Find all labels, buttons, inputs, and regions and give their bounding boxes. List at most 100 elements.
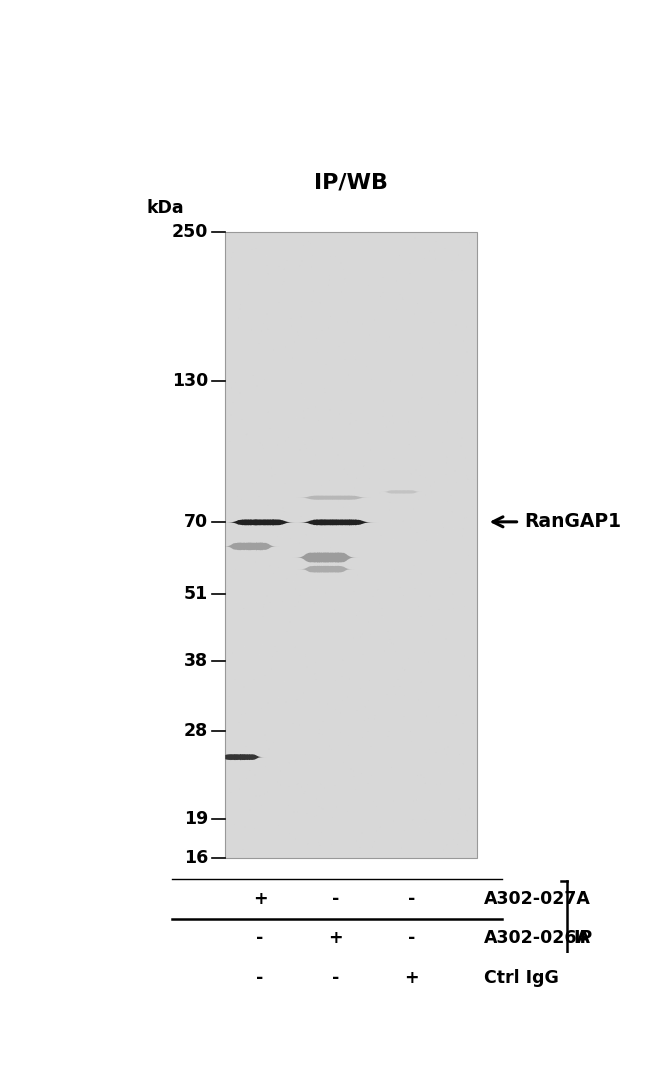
Point	[328, 725, 339, 742]
Point	[383, 728, 393, 745]
Point	[457, 269, 467, 286]
Point	[389, 678, 399, 695]
Point	[403, 785, 413, 802]
Point	[318, 521, 329, 538]
Point	[252, 377, 263, 394]
Point	[239, 600, 249, 617]
Point	[318, 679, 329, 696]
Point	[380, 815, 391, 832]
Point	[385, 494, 395, 511]
Point	[314, 750, 324, 767]
Point	[272, 643, 282, 660]
Point	[333, 661, 344, 678]
Point	[359, 464, 370, 481]
Point	[342, 314, 352, 331]
Point	[285, 614, 295, 631]
Point	[412, 524, 423, 541]
Point	[389, 450, 399, 467]
Point	[395, 527, 405, 544]
Point	[277, 756, 287, 773]
Point	[419, 539, 429, 556]
Point	[309, 569, 319, 586]
Point	[439, 412, 450, 429]
Point	[322, 695, 333, 712]
Point	[450, 700, 460, 718]
Point	[422, 723, 432, 740]
Point	[426, 806, 437, 824]
Point	[391, 643, 401, 660]
Point	[282, 252, 293, 269]
Point	[245, 306, 255, 323]
Point	[292, 323, 303, 341]
Point	[425, 478, 436, 495]
Point	[395, 397, 406, 414]
Point	[282, 310, 293, 327]
Point	[232, 578, 242, 595]
Point	[405, 751, 415, 768]
Point	[276, 763, 286, 780]
Point	[342, 472, 352, 489]
Point	[443, 493, 453, 510]
Point	[419, 470, 429, 487]
Point	[289, 333, 300, 350]
Point	[296, 545, 307, 562]
Point	[441, 260, 452, 277]
Point	[356, 632, 367, 649]
Point	[413, 598, 423, 615]
Point	[261, 731, 272, 749]
Point	[319, 818, 330, 835]
Point	[305, 773, 315, 790]
Point	[418, 517, 428, 534]
Point	[281, 660, 291, 677]
Point	[273, 817, 283, 834]
Point	[330, 776, 340, 794]
Point	[396, 567, 406, 584]
Point	[416, 565, 426, 583]
Point	[398, 708, 409, 725]
Point	[313, 344, 323, 361]
Point	[309, 302, 320, 319]
Point	[390, 352, 400, 369]
Point	[325, 402, 335, 419]
Point	[267, 830, 278, 847]
Text: 51: 51	[184, 585, 208, 603]
Point	[229, 288, 240, 305]
Point	[351, 470, 361, 487]
Point	[224, 688, 234, 705]
Point	[426, 488, 437, 506]
Point	[378, 408, 388, 425]
Point	[276, 387, 286, 404]
Point	[358, 729, 368, 746]
Point	[326, 741, 337, 758]
Point	[224, 684, 234, 702]
Point	[418, 228, 428, 245]
Point	[460, 806, 471, 824]
Point	[412, 748, 423, 765]
Point	[283, 487, 293, 504]
Point	[391, 301, 402, 318]
Point	[239, 393, 249, 410]
Point	[258, 800, 268, 817]
Point	[262, 587, 272, 604]
Point	[424, 588, 434, 605]
Point	[434, 740, 444, 757]
Point	[365, 441, 376, 458]
Point	[424, 342, 434, 359]
Point	[248, 366, 259, 383]
Point	[450, 463, 460, 480]
Point	[275, 776, 285, 794]
Point	[425, 697, 436, 714]
Point	[385, 746, 395, 764]
Point	[363, 710, 374, 727]
Point	[467, 604, 478, 621]
Point	[443, 840, 454, 857]
Point	[294, 454, 304, 471]
Point	[379, 427, 389, 444]
Point	[452, 835, 462, 853]
Point	[311, 672, 321, 689]
Point	[330, 248, 341, 266]
Point	[405, 519, 415, 537]
Point	[364, 672, 374, 689]
Point	[242, 425, 252, 442]
Point	[398, 587, 409, 604]
